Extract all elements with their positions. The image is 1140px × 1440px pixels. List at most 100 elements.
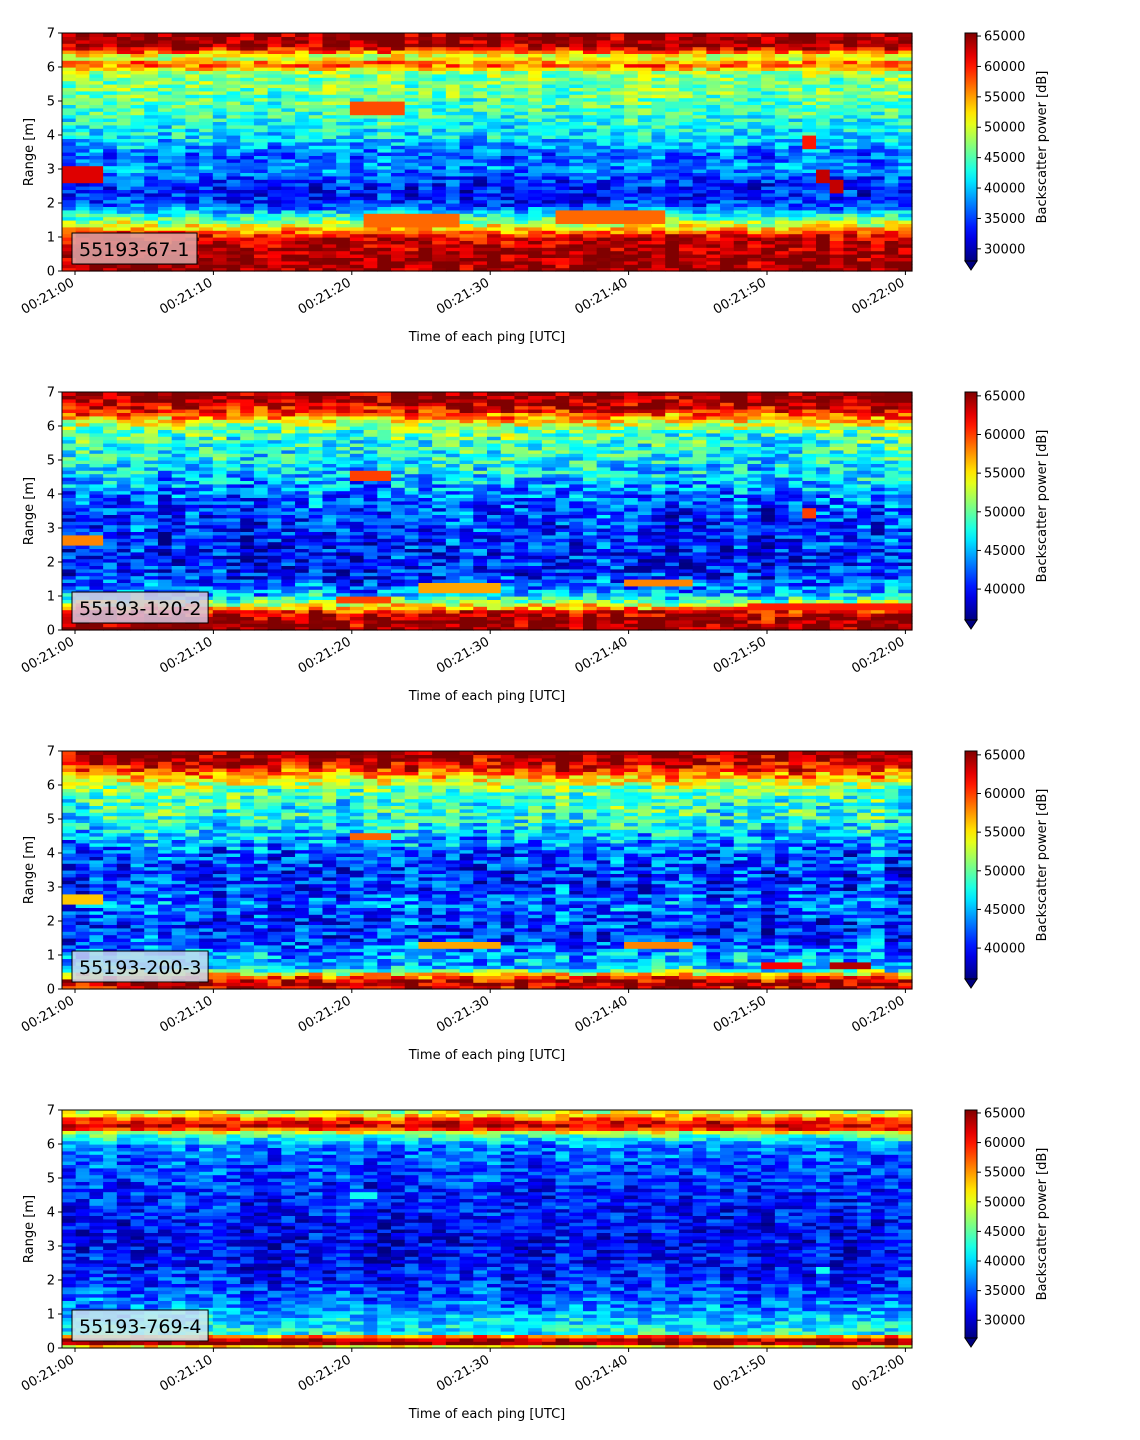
- heatmap-cell: [268, 166, 282, 170]
- heatmap-cell: [199, 234, 213, 238]
- heatmap-cell: [528, 132, 542, 136]
- heatmap-cell: [295, 210, 309, 214]
- heatmap-cell: [898, 210, 912, 214]
- heatmap-cell: [583, 132, 597, 136]
- heatmap-cell: [117, 132, 131, 136]
- x-tick-label: 00:21:20: [296, 275, 354, 317]
- heatmap-cell: [487, 234, 501, 238]
- heatmap-cell: [446, 244, 460, 248]
- heatmap-cell: [227, 183, 241, 187]
- heatmap-cell: [514, 251, 528, 255]
- heatmap-cell: [62, 166, 76, 170]
- heatmap-cell: [693, 183, 707, 187]
- heatmap-cell: [240, 193, 254, 197]
- heatmap-cell: [556, 132, 570, 136]
- heatmap-cell: [268, 234, 282, 238]
- heatmap-cell: [213, 264, 227, 268]
- heatmap-cell: [706, 193, 720, 197]
- heatmap-cell: [172, 264, 186, 268]
- heatmap-cell: [610, 200, 624, 204]
- heatmap-cell: [446, 132, 460, 136]
- heatmap-cell: [199, 176, 213, 180]
- heatmap-cell: [775, 33, 789, 37]
- heatmap-cell: [734, 176, 748, 180]
- heatmap-cell: [364, 251, 378, 255]
- heatmap-cell: [583, 210, 597, 214]
- heatmap-cell: [816, 176, 830, 180]
- heatmap-cell: [871, 217, 885, 221]
- heatmap-cell: [624, 251, 638, 255]
- heatmap-cell: [693, 210, 707, 214]
- heatmap-cell: [281, 159, 295, 163]
- heatmap-cell: [254, 33, 268, 37]
- heatmap-cell: [460, 132, 474, 136]
- heatmap-cell: [706, 234, 720, 238]
- heatmap-cell: [117, 166, 131, 170]
- heatmap-cell: [89, 193, 103, 197]
- heatmap-cell: [638, 217, 652, 221]
- heatmap-cell: [857, 193, 871, 197]
- heatmap-cell: [802, 149, 816, 153]
- heatmap-cell: [679, 193, 693, 197]
- heatmap-cell: [460, 227, 474, 231]
- heatmap-cell: [158, 166, 172, 170]
- heatmap-cell: [473, 132, 487, 136]
- heatmap-cell: [610, 132, 624, 136]
- heatmap-cell: [843, 264, 857, 268]
- heatmap-cell: [597, 142, 611, 146]
- heatmap-cell: [597, 149, 611, 153]
- heatmap-cell: [76, 200, 90, 204]
- heatmap-cell: [309, 251, 323, 255]
- heatmap-cell: [761, 227, 775, 231]
- heatmap-cell: [227, 132, 241, 136]
- heatmap-cell: [144, 132, 158, 136]
- heatmap-cell: [254, 159, 268, 163]
- heatmap-cell: [295, 149, 309, 153]
- heatmap-cell: [364, 210, 378, 214]
- heatmap-cell: [652, 183, 666, 187]
- heatmap-cell: [62, 183, 76, 187]
- heatmap-cell: [597, 176, 611, 180]
- heatmap-cell: [789, 234, 803, 238]
- heatmap-cell: [857, 251, 871, 255]
- heatmap-cell: [789, 217, 803, 221]
- heatmap-cell: [652, 176, 666, 180]
- heatmap-cell: [624, 200, 638, 204]
- heatmap-cell: [843, 244, 857, 248]
- heatmap-cell: [665, 210, 679, 214]
- heatmap-cell: [309, 200, 323, 204]
- heatmap-cell: [569, 33, 583, 37]
- heatmap-cell: [542, 217, 556, 221]
- heatmap-cell: [720, 264, 734, 268]
- heatmap-cell: [336, 159, 350, 163]
- heatmap-cell: [336, 200, 350, 204]
- heatmap-cell: [117, 419, 131, 423]
- heatmap-cell: [556, 193, 570, 197]
- heatmap-cell: [103, 402, 117, 406]
- heatmap-cell: [199, 132, 213, 136]
- heatmap-cell: [446, 159, 460, 163]
- heatmap-cell: [734, 33, 748, 37]
- heatmap-cell: [514, 244, 528, 248]
- heatmap-cell: [418, 251, 432, 255]
- heatmap-cell: [610, 159, 624, 163]
- heatmap-cell: [857, 244, 871, 248]
- heatmap-cell: [446, 142, 460, 146]
- heatmap-cell: [172, 159, 186, 163]
- heatmap-cell: [528, 227, 542, 231]
- heatmap-cell: [89, 183, 103, 187]
- heatmap-cell: [254, 244, 268, 248]
- heatmap-cell: [501, 227, 515, 231]
- heatmap-cell: [213, 251, 227, 255]
- heatmap-cell: [144, 166, 158, 170]
- heatmap-cell: [172, 504, 186, 508]
- heatmap-cell: [391, 264, 405, 268]
- heatmap-cell: [542, 149, 556, 153]
- heatmap-cell: [720, 210, 734, 214]
- heatmap-cell: [706, 33, 720, 37]
- heatmap-cell: [487, 227, 501, 231]
- heatmap-cell: [652, 132, 666, 136]
- heatmap-cell: [747, 142, 761, 146]
- heatmap-cell: [117, 487, 131, 491]
- heatmap-cell: [720, 217, 734, 221]
